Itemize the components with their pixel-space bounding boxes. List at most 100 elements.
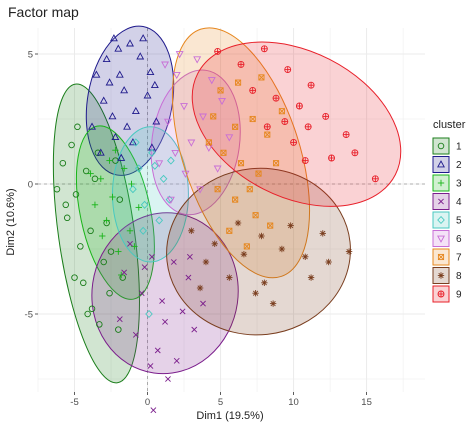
cluster-9-point bbox=[284, 66, 292, 74]
x-tick-label: 5 bbox=[218, 397, 223, 408]
cluster-9-point bbox=[263, 123, 271, 131]
cluster-2-point bbox=[152, 117, 161, 125]
x-axis-title: Dim1 (19.5%) bbox=[196, 410, 263, 422]
legend-marker-1 bbox=[437, 142, 445, 150]
cluster-8-ellipse bbox=[166, 167, 351, 336]
cluster-7-point bbox=[258, 74, 265, 81]
cluster-3-point bbox=[109, 193, 116, 201]
cluster-2-point bbox=[136, 52, 145, 60]
cluster-9-point bbox=[295, 102, 303, 110]
y-tick-label: -5 bbox=[25, 310, 33, 321]
legend-label-3: 3 bbox=[456, 179, 462, 190]
cluster-9-point bbox=[304, 123, 312, 131]
cluster-9-point bbox=[328, 154, 335, 162]
cluster-6-point bbox=[218, 97, 226, 106]
cluster-5-point bbox=[155, 216, 164, 225]
cluster-6-point bbox=[166, 196, 175, 204]
cluster-1-point bbox=[53, 185, 61, 193]
x-tick-label: -5 bbox=[70, 397, 78, 408]
cluster-4-point bbox=[186, 253, 193, 260]
cluster-5-point bbox=[129, 185, 137, 194]
cluster-2-point bbox=[143, 91, 152, 99]
x-tick-label: 0 bbox=[145, 397, 150, 408]
cluster-4-point bbox=[173, 357, 180, 364]
cluster-7-point bbox=[205, 139, 212, 146]
cluster-7-point bbox=[252, 212, 259, 219]
cluster-9-point bbox=[281, 118, 289, 126]
cluster-5-point bbox=[145, 309, 153, 319]
cluster-7-point bbox=[226, 227, 233, 234]
cluster-2-point bbox=[120, 86, 129, 94]
cluster-9-point bbox=[322, 112, 330, 120]
cluster-1-point bbox=[80, 279, 87, 287]
cluster-3-point bbox=[118, 271, 125, 279]
cluster-2-point bbox=[146, 67, 155, 76]
cluster-5-point bbox=[167, 156, 175, 165]
cluster-1-point bbox=[96, 321, 103, 328]
cluster-4-point bbox=[154, 347, 161, 354]
cluster-4-point bbox=[165, 376, 171, 382]
cluster-1-point bbox=[68, 141, 75, 149]
cluster-2-point bbox=[117, 153, 126, 161]
cluster-5-point bbox=[159, 174, 168, 183]
cluster-7-point bbox=[232, 123, 239, 130]
cluster-8-point bbox=[240, 251, 248, 258]
cluster-3-point bbox=[135, 204, 142, 211]
cluster-5-point bbox=[148, 148, 156, 157]
cluster-7-point bbox=[255, 170, 262, 177]
cluster-9-point bbox=[249, 86, 257, 94]
cluster-1-point bbox=[72, 191, 80, 198]
cluster-2-point bbox=[108, 112, 117, 120]
cluster-1-point bbox=[84, 310, 91, 318]
cluster-points bbox=[53, 34, 379, 414]
cluster-3-point bbox=[120, 165, 128, 172]
cluster-2-point bbox=[92, 70, 101, 78]
cluster-6-point bbox=[171, 149, 180, 158]
cluster-1-point bbox=[100, 258, 107, 266]
cluster-5-point bbox=[132, 138, 140, 147]
cluster-4-point bbox=[191, 326, 198, 333]
cluster-6-point bbox=[225, 134, 234, 142]
cluster-7-point bbox=[220, 149, 227, 156]
cluster-3-point bbox=[103, 217, 110, 224]
cluster-7-point bbox=[210, 113, 217, 120]
cluster-3-point bbox=[97, 175, 104, 182]
cluster-8-point bbox=[196, 284, 204, 292]
cluster-3-point bbox=[112, 147, 119, 154]
legend-key-1 bbox=[432, 137, 450, 155]
legend-marker-7 bbox=[437, 253, 445, 261]
cluster-6-point bbox=[180, 103, 188, 111]
legend-marker-4 bbox=[438, 198, 444, 205]
cluster-8-point bbox=[278, 245, 286, 253]
cluster-9-point bbox=[342, 131, 350, 139]
legend-marker-2 bbox=[437, 160, 445, 168]
cluster-8-point bbox=[325, 258, 332, 266]
cluster-6-point bbox=[187, 139, 196, 147]
cluster-7-point bbox=[232, 196, 239, 203]
legend-marker-3 bbox=[437, 179, 445, 187]
cluster-5-point bbox=[134, 164, 143, 173]
legend-label-5: 5 bbox=[456, 216, 462, 227]
cluster-4-point bbox=[147, 363, 154, 369]
cluster-2-point bbox=[88, 122, 96, 130]
cluster-4-ellipse bbox=[91, 212, 239, 375]
cluster-9-point bbox=[272, 94, 280, 102]
cluster-6-point bbox=[181, 170, 190, 178]
cluster-8-point bbox=[287, 222, 294, 229]
cluster-8-point bbox=[345, 248, 353, 255]
cluster-5-point bbox=[151, 161, 159, 170]
cluster-7-point bbox=[246, 186, 253, 193]
legend-key-6 bbox=[432, 230, 450, 247]
cluster-2-point bbox=[96, 148, 105, 156]
cluster-9-ellipse bbox=[191, 41, 402, 207]
cluster-3-point bbox=[91, 201, 99, 208]
x-tick-label: 15 bbox=[361, 397, 372, 408]
cluster-7-point bbox=[264, 131, 271, 138]
legend-marker-9 bbox=[437, 290, 445, 298]
legend-marker-5 bbox=[437, 215, 445, 225]
cluster-1-point bbox=[88, 305, 96, 313]
x-tick-label: 10 bbox=[288, 397, 299, 408]
legend-marker-6 bbox=[437, 235, 445, 243]
cluster-7-point bbox=[214, 186, 221, 193]
